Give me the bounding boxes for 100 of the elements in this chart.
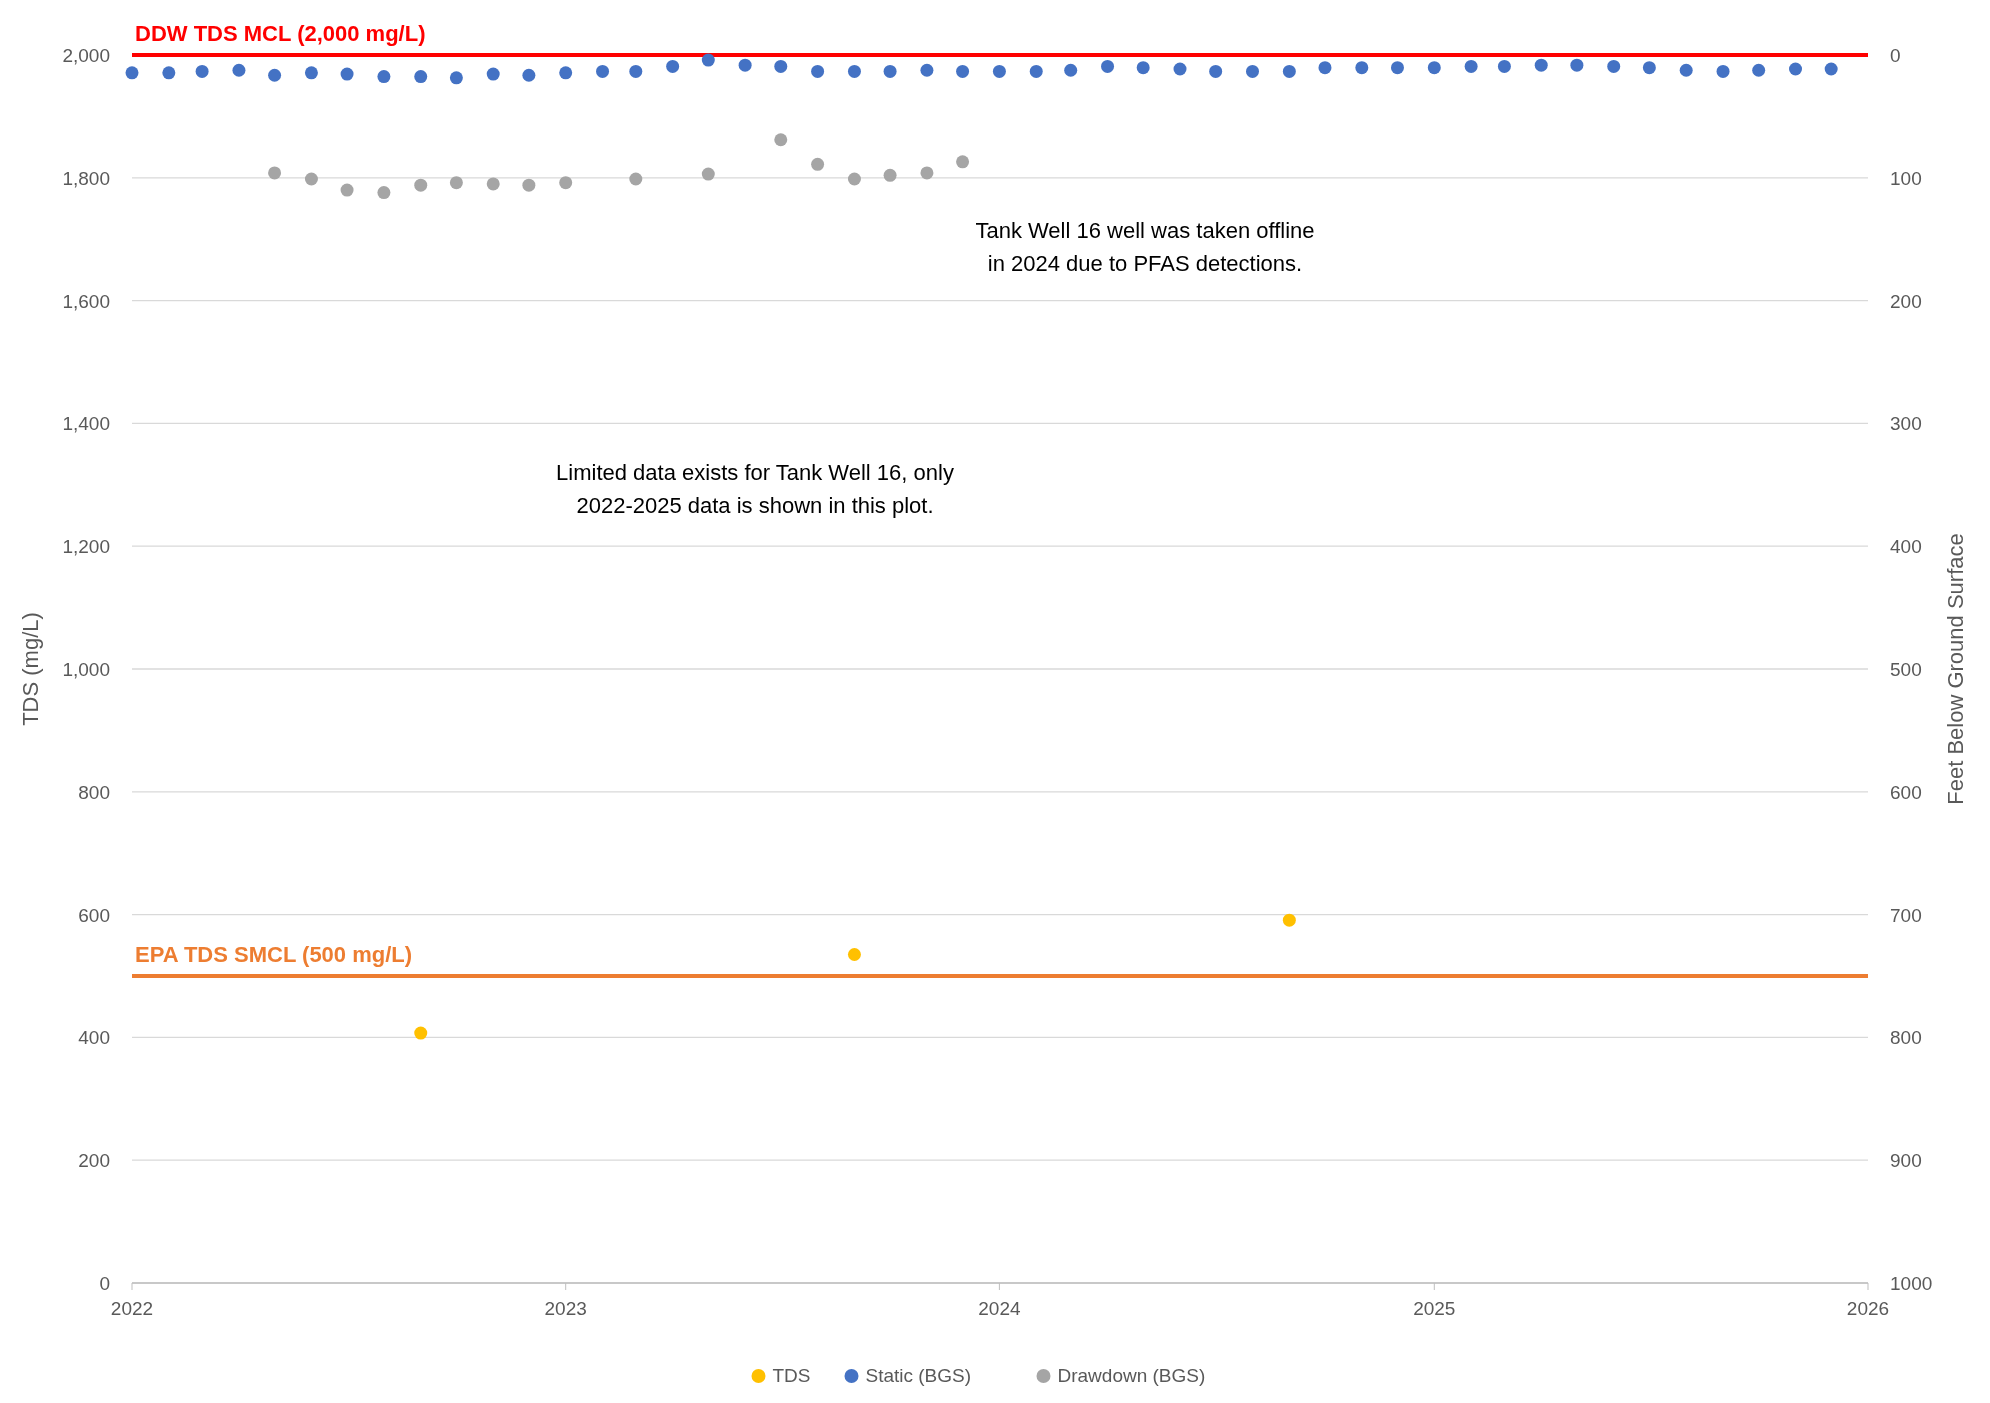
point	[268, 68, 282, 82]
point	[304, 172, 318, 186]
point	[1355, 61, 1369, 75]
point	[596, 64, 610, 78]
y-tick-label: 600	[78, 904, 110, 926]
point	[414, 1026, 428, 1040]
point	[522, 68, 536, 82]
point	[1282, 64, 1296, 78]
point	[1427, 61, 1441, 75]
point	[1716, 64, 1730, 78]
point	[956, 155, 970, 169]
point	[559, 176, 573, 190]
point	[162, 66, 176, 80]
y2-tick-label: 700	[1890, 904, 1922, 926]
y2-tick-label: 400	[1890, 536, 1922, 558]
point	[883, 64, 897, 78]
y2-tick-label: 500	[1890, 659, 1922, 680]
y-tick-label: 800	[78, 781, 110, 803]
point	[847, 948, 861, 962]
point	[1570, 58, 1584, 72]
x-tick-label: 2023	[544, 1298, 587, 1319]
point	[883, 168, 897, 182]
y2-tick-label: 600	[1890, 781, 1922, 803]
point	[738, 58, 752, 72]
point	[920, 63, 934, 77]
y-tick-label: 1,800	[62, 167, 110, 189]
point	[629, 172, 643, 186]
y2-tick-label: 800	[1890, 1027, 1922, 1049]
point	[847, 64, 861, 78]
point	[701, 167, 715, 181]
x-tick-label: 2026	[1846, 1298, 1890, 1319]
point	[1246, 64, 1259, 78]
point	[377, 186, 391, 200]
y2-axis-title: Feet Below Ground Surface	[1943, 533, 1968, 805]
point	[992, 64, 1006, 78]
point	[1029, 64, 1043, 78]
x-tick-label: 2024	[978, 1298, 1021, 1319]
y-tick-label: 0	[99, 1273, 110, 1294]
point	[666, 59, 680, 73]
annotation: Tank Well 16 well was taken offline in 2024 due to PFAS detections.	[975, 218, 1315, 276]
point	[1642, 61, 1656, 75]
point	[414, 178, 428, 192]
point	[522, 178, 536, 192]
point	[340, 183, 354, 197]
point	[1173, 62, 1187, 76]
ref-line-label: DDW TDS MCL (2,000 mg/L)	[135, 21, 426, 46]
y2-tick-label: 200	[1890, 290, 1922, 312]
point	[956, 64, 970, 78]
point	[1534, 58, 1548, 72]
point	[1752, 63, 1766, 77]
point	[629, 64, 643, 78]
y2-tick-label: 300	[1890, 413, 1922, 435]
point	[1390, 61, 1404, 75]
point	[701, 53, 715, 67]
point	[1282, 913, 1296, 927]
annotation: Limited data exists for Tank Well 16, only 2022-2025 data is shown in this plot.	[556, 460, 954, 518]
x-tick-label: 2022	[110, 1298, 154, 1319]
point	[1209, 64, 1223, 78]
point	[1789, 62, 1803, 76]
y2-tick-label: 900	[1890, 1150, 1922, 1172]
point	[232, 63, 246, 77]
point	[1101, 59, 1115, 73]
point	[268, 166, 282, 180]
point	[774, 59, 788, 73]
y-tick-label: 2,000	[62, 45, 110, 66]
point	[811, 64, 825, 78]
point	[559, 66, 573, 80]
y-tick-label: 1,400	[62, 413, 110, 435]
y-tick-label: 400	[78, 1027, 110, 1049]
point	[774, 133, 788, 147]
point	[414, 70, 428, 84]
point	[195, 64, 209, 78]
point	[377, 70, 391, 84]
point	[1318, 61, 1332, 75]
point	[449, 176, 463, 190]
y-tick-label: 1,600	[62, 290, 110, 312]
y2-tick-label: 0	[1890, 45, 1901, 66]
point	[920, 166, 934, 180]
point	[486, 177, 500, 191]
point	[449, 71, 463, 85]
point	[1607, 59, 1621, 73]
y-axis-title: TDS (mg/L)	[18, 612, 43, 726]
point	[1064, 63, 1078, 77]
y2-tick-label: 100	[1890, 167, 1922, 189]
x-tick-label: 2025	[1413, 1298, 1456, 1319]
point	[1679, 63, 1693, 77]
y2-tick-label: 1000	[1890, 1273, 1933, 1294]
point	[304, 66, 318, 80]
point	[1464, 59, 1478, 73]
point	[1136, 61, 1150, 75]
point	[486, 67, 500, 81]
point	[340, 67, 354, 81]
y-tick-label: 200	[78, 1150, 110, 1172]
point	[847, 172, 861, 186]
point	[1824, 62, 1838, 76]
y-tick-label: 1,000	[62, 659, 110, 680]
point	[125, 66, 139, 80]
point	[811, 157, 825, 171]
legend-label: Drawdown (BGS)	[1057, 1365, 1206, 1386]
ref-line-label: EPA TDS SMCL (500 mg/L)	[135, 942, 413, 967]
